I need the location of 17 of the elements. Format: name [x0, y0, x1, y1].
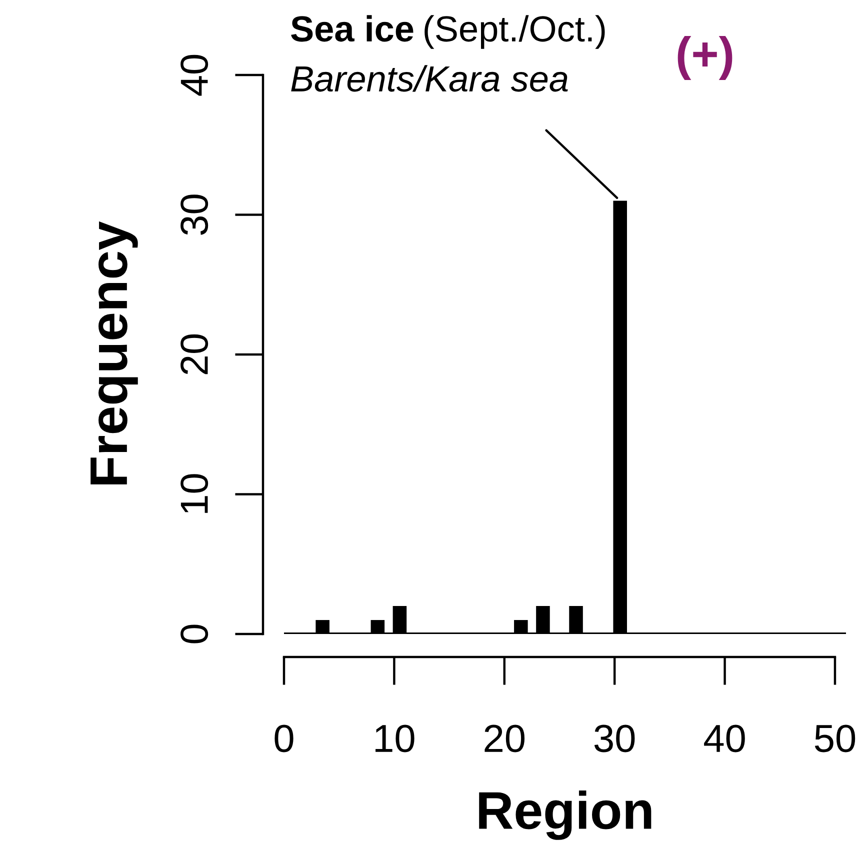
y-tick-label: 0 — [180, 624, 208, 644]
x-tick-label: 20 — [484, 724, 524, 752]
text: (Sept./Oct.) — [424, 15, 605, 49]
x-tick-label: 50 — [814, 724, 856, 752]
x-axis-title: Region — [479, 790, 652, 840]
y-tick-label: 20 — [180, 334, 208, 374]
annotation: Barents/Kara sea — [291, 65, 568, 92]
annotation: (+) — [678, 36, 732, 80]
x-tick-label: 40 — [704, 724, 745, 752]
y-tick-label: 30 — [180, 194, 208, 235]
x-tick-label: 0 — [274, 724, 294, 752]
x-tick-label: 30 — [594, 724, 635, 752]
x-tick-label: 10 — [376, 724, 414, 752]
y-tick-label: 10 — [180, 474, 208, 513]
y-tick-label: 40 — [180, 54, 208, 96]
y-axis-title: Frequency — [90, 221, 138, 484]
text: Sea ice — [291, 15, 414, 42]
